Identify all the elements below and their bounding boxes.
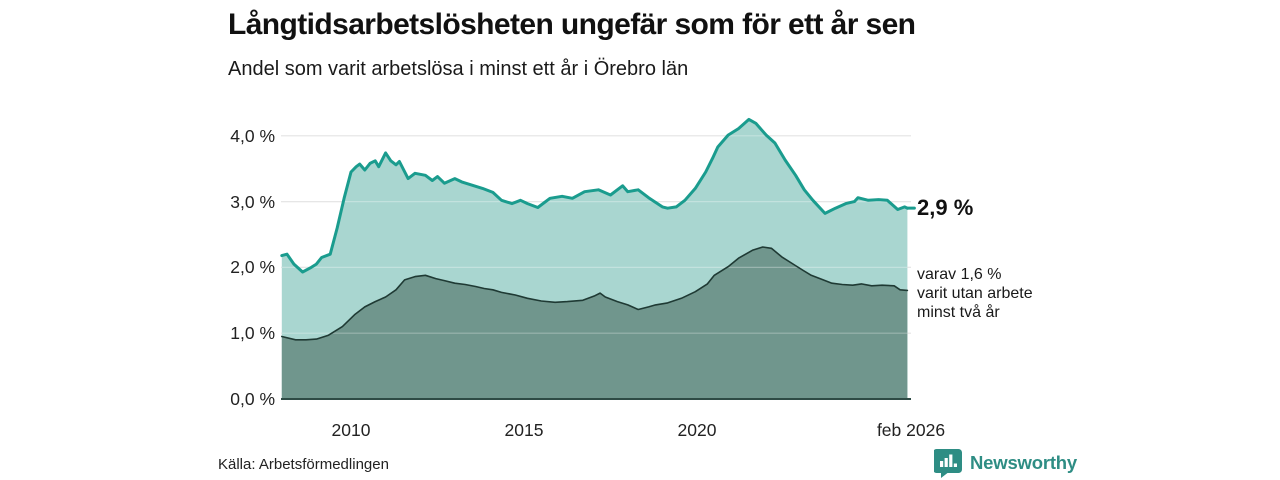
page-title: Långtidsarbetslösheten ungefär som för e… xyxy=(228,8,916,41)
series-1-line xyxy=(280,117,909,274)
chart-subtitle: Andel som varit arbetslösa i minst ett å… xyxy=(228,58,689,80)
series2-end-value-label: varav 1,6 % varit utan arbete minst två … xyxy=(917,265,1033,322)
area-chart-plot xyxy=(280,117,916,400)
series-2-area xyxy=(281,247,908,399)
newsworthy-logo-icon xyxy=(934,449,962,478)
series1-end-value-label: 2,9 % xyxy=(917,195,974,220)
newsworthy-brand-label: Newsworthy xyxy=(970,452,1077,473)
x-tick-label: feb 2026 xyxy=(876,420,946,440)
series2-end-value-line: varit utan arbete xyxy=(917,285,1033,302)
y-tick-label: 0,0 % xyxy=(230,389,275,409)
x-tick-label: 2015 xyxy=(504,420,544,440)
series2-end-value-line: varav 1,6 % xyxy=(917,266,1002,283)
y-tick-label: 4,0 % xyxy=(230,125,275,146)
y-tick-label: 2,0 % xyxy=(230,257,275,278)
source-attribution: Källa: Arbetsförmedlingen xyxy=(218,456,389,473)
y-tick-label: 3,0 % xyxy=(230,191,275,212)
x-tick-label: 2020 xyxy=(677,420,717,440)
series2-end-value-line: minst två år xyxy=(917,304,1000,321)
series-2-line xyxy=(281,246,909,341)
x-tick-label: 2010 xyxy=(331,420,371,440)
newsworthy-brand-link[interactable]: Newsworthy xyxy=(934,448,1077,478)
y-tick-label: 1,0 % xyxy=(230,323,275,344)
